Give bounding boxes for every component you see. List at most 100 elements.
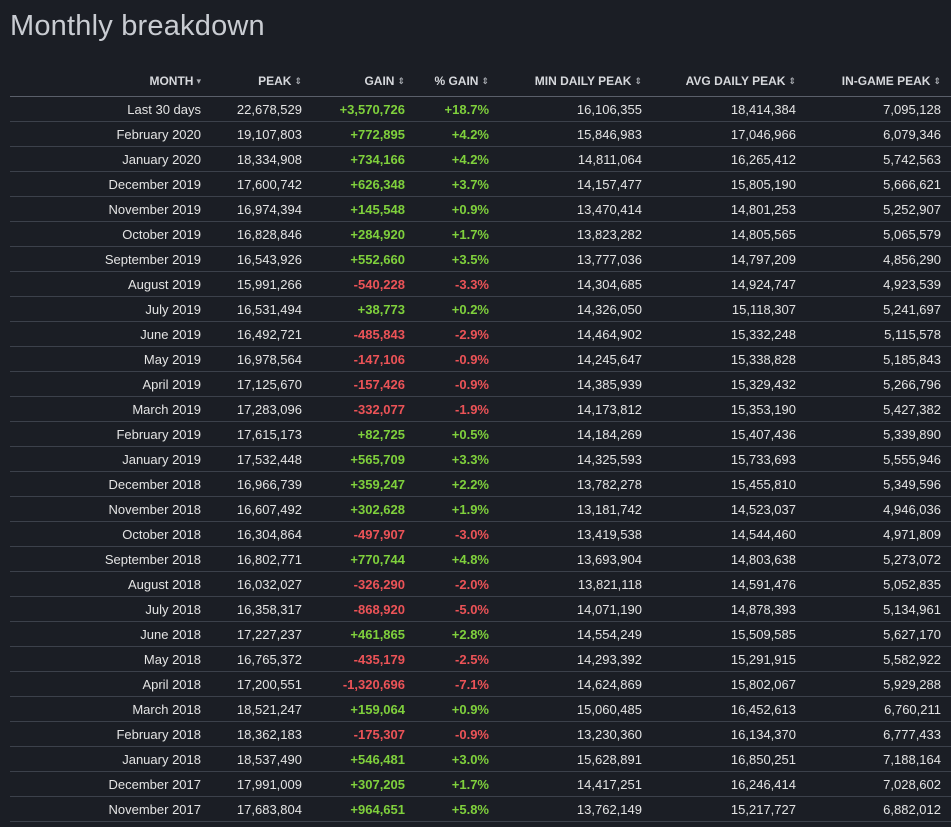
table-row: May 2019 16,978,564 -147,106 -0.9% 14,245,64… <box>10 346 951 372</box>
cell-percent-gain: +4.2% <box>405 146 489 172</box>
cell-avg-daily-peak: 15,217,727 <box>642 796 796 822</box>
cell-avg-daily-peak: 15,353,190 <box>642 396 796 422</box>
sort-icon: ⇕ <box>933 75 941 86</box>
cell-peak: 15,991,266 <box>201 271 302 297</box>
cell-avg-daily-peak: 16,246,414 <box>642 771 796 797</box>
cell-month: April 2018 <box>10 671 201 697</box>
table-row: Last 30 days 22,678,529 +3,570,726 +18.7% 16… <box>10 96 951 122</box>
cell-avg-daily-peak: 17,046,966 <box>642 121 796 147</box>
table-row: April 2018 17,200,551 -1,320,696 -7.1% 14,62… <box>10 671 951 697</box>
cell-peak: 16,978,564 <box>201 346 302 372</box>
cell-min-daily-peak: 13,181,742 <box>489 496 642 522</box>
column-header-min-daily-peak[interactable]: MIN DAILY PEAK ⇕ <box>489 65 642 97</box>
cell-month: January 2019 <box>10 446 201 472</box>
cell-peak: 17,600,742 <box>201 171 302 197</box>
cell-gain: -435,179 <box>302 646 405 672</box>
cell-percent-gain: -0.9% <box>405 371 489 397</box>
cell-gain: +359,247 <box>302 471 405 497</box>
cell-in-game-peak: 5,627,170 <box>796 621 951 647</box>
cell-in-game-peak: 4,923,539 <box>796 271 951 297</box>
cell-gain: +461,865 <box>302 621 405 647</box>
cell-month: August 2018 <box>10 571 201 597</box>
cell-peak: 17,227,237 <box>201 621 302 647</box>
cell-min-daily-peak: 15,846,983 <box>489 121 642 147</box>
cell-percent-gain: -3.0% <box>405 521 489 547</box>
cell-min-daily-peak: 14,173,812 <box>489 396 642 422</box>
cell-in-game-peak: 6,882,012 <box>796 796 951 822</box>
cell-in-game-peak: 7,095,128 <box>796 96 951 122</box>
cell-peak: 17,283,096 <box>201 396 302 422</box>
cell-month: January 2020 <box>10 146 201 172</box>
cell-percent-gain: +18.7% <box>405 96 489 122</box>
cell-gain: +82,725 <box>302 421 405 447</box>
cell-min-daily-peak: 14,417,251 <box>489 771 642 797</box>
cell-gain: -868,920 <box>302 596 405 622</box>
cell-in-game-peak: 5,929,288 <box>796 671 951 697</box>
cell-percent-gain: -2.5% <box>405 646 489 672</box>
cell-avg-daily-peak: 15,407,436 <box>642 421 796 447</box>
cell-avg-daily-peak: 15,329,432 <box>642 371 796 397</box>
cell-month: October 2018 <box>10 521 201 547</box>
sort-icon: ⇕ <box>634 75 642 86</box>
column-header-in-game-peak[interactable]: IN-GAME PEAK ⇕ <box>796 65 951 97</box>
cell-percent-gain: +3.3% <box>405 446 489 472</box>
cell-peak: 18,362,183 <box>201 721 302 747</box>
cell-gain: -326,290 <box>302 571 405 597</box>
cell-in-game-peak: 5,115,578 <box>796 321 951 347</box>
cell-gain: -540,228 <box>302 271 405 297</box>
table-body: Last 30 days 22,678,529 +3,570,726 +18.7% 16… <box>10 96 951 822</box>
cell-percent-gain: +3.7% <box>405 171 489 197</box>
column-header-peak[interactable]: PEAK ⇕ <box>201 65 302 97</box>
cell-gain: +734,166 <box>302 146 405 172</box>
cell-in-game-peak: 6,760,211 <box>796 696 951 722</box>
cell-month: February 2018 <box>10 721 201 747</box>
cell-in-game-peak: 7,028,602 <box>796 771 951 797</box>
cell-gain: -485,843 <box>302 321 405 347</box>
table-row: October 2018 16,304,864 -497,907 -3.0% 13,41… <box>10 521 951 547</box>
table-row: January 2018 18,537,490 +546,481 +3.0% 15,62… <box>10 746 951 772</box>
cell-avg-daily-peak: 15,338,828 <box>642 346 796 372</box>
cell-gain: +307,205 <box>302 771 405 797</box>
cell-avg-daily-peak: 15,291,915 <box>642 646 796 672</box>
cell-avg-daily-peak: 15,509,585 <box>642 621 796 647</box>
cell-month: August 2019 <box>10 271 201 297</box>
cell-peak: 16,531,494 <box>201 296 302 322</box>
column-header-label: AVG DAILY PEAK <box>685 73 786 88</box>
cell-min-daily-peak: 13,470,414 <box>489 196 642 222</box>
table-row: February 2020 19,107,803 +772,895 +4.2% 15,8… <box>10 121 951 147</box>
cell-gain: +552,660 <box>302 246 405 272</box>
cell-in-game-peak: 5,742,563 <box>796 146 951 172</box>
column-header-percent-gain[interactable]: % GAIN ⇕ <box>405 65 489 97</box>
cell-peak: 17,200,551 <box>201 671 302 697</box>
page-title: Monthly breakdown <box>10 10 265 42</box>
cell-min-daily-peak: 14,385,939 <box>489 371 642 397</box>
cell-min-daily-peak: 14,157,477 <box>489 171 642 197</box>
cell-in-game-peak: 5,427,382 <box>796 396 951 422</box>
cell-month: Last 30 days <box>10 96 201 122</box>
table-row: June 2019 16,492,721 -485,843 -2.9% 14,464,9… <box>10 321 951 347</box>
cell-gain: +770,744 <box>302 546 405 572</box>
column-header-gain[interactable]: GAIN ⇕ <box>302 65 405 97</box>
column-header-month[interactable]: MONTH ▾ <box>10 65 201 97</box>
cell-avg-daily-peak: 14,797,209 <box>642 246 796 272</box>
table-row: February 2018 18,362,183 -175,307 -0.9% 13,2… <box>10 721 951 747</box>
cell-gain: +546,481 <box>302 746 405 772</box>
sort-icon: ⇕ <box>788 75 796 86</box>
table-row: September 2019 16,543,926 +552,660 +3.5% 13,… <box>10 246 951 272</box>
caret-down-icon: ▾ <box>196 75 201 86</box>
table-row: December 2017 17,991,009 +307,205 +1.7% 14,4… <box>10 771 951 797</box>
cell-percent-gain: +2.8% <box>405 621 489 647</box>
cell-peak: 16,765,372 <box>201 646 302 672</box>
cell-percent-gain: +0.2% <box>405 296 489 322</box>
cell-gain: +565,709 <box>302 446 405 472</box>
cell-min-daily-peak: 13,777,036 <box>489 246 642 272</box>
cell-month: November 2019 <box>10 196 201 222</box>
column-header-label: GAIN <box>364 73 395 88</box>
column-header-avg-daily-peak[interactable]: AVG DAILY PEAK ⇕ <box>642 65 796 97</box>
cell-in-game-peak: 4,971,809 <box>796 521 951 547</box>
cell-month: September 2019 <box>10 246 201 272</box>
cell-month: January 2018 <box>10 746 201 772</box>
cell-peak: 16,032,027 <box>201 571 302 597</box>
table-row: January 2020 18,334,908 +734,166 +4.2% 14,81… <box>10 146 951 172</box>
column-header-label: MIN DAILY PEAK <box>534 73 632 88</box>
